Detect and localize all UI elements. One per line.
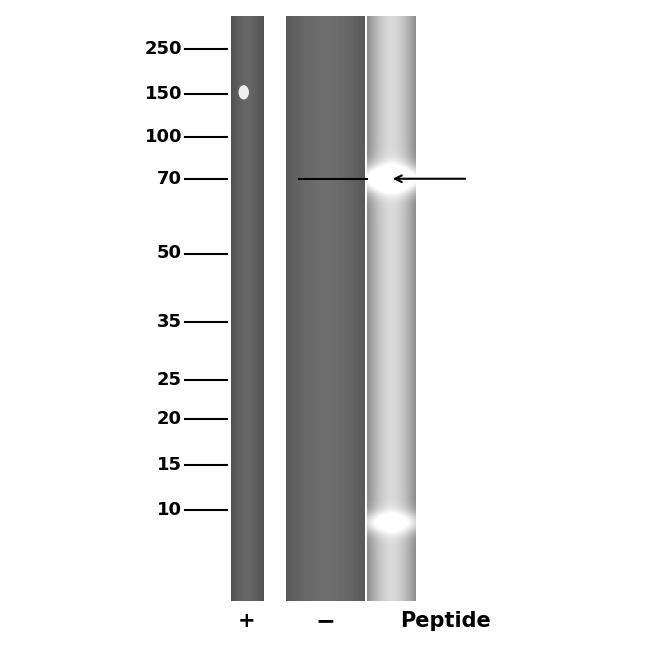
Text: 100: 100 (144, 127, 182, 146)
Text: 35: 35 (157, 313, 182, 331)
Text: 20: 20 (157, 410, 182, 428)
Text: 25: 25 (157, 371, 182, 389)
Text: Peptide: Peptide (400, 611, 491, 630)
Ellipse shape (239, 85, 249, 99)
Text: +: + (238, 611, 256, 630)
Text: 10: 10 (157, 501, 182, 519)
Text: 150: 150 (144, 85, 182, 103)
Text: 250: 250 (144, 40, 182, 58)
Text: 50: 50 (157, 244, 182, 263)
Text: 15: 15 (157, 456, 182, 474)
Text: 70: 70 (157, 170, 182, 188)
Text: −: − (315, 609, 335, 632)
